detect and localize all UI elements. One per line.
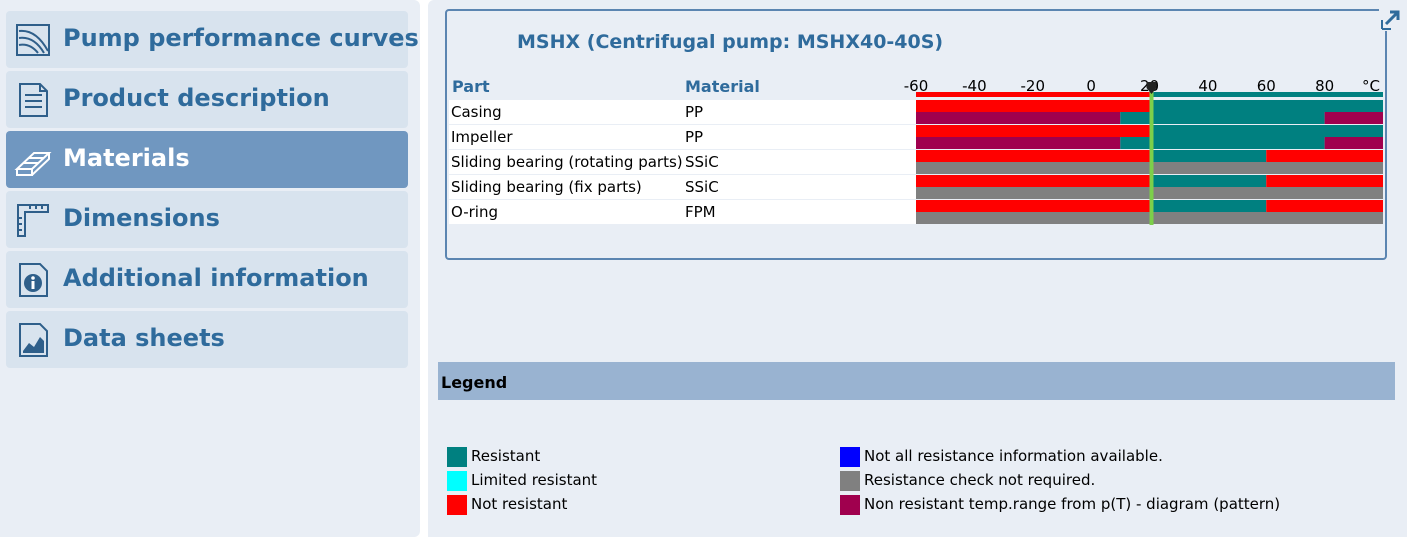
- bar-segment: [1149, 150, 1267, 162]
- tick-label: -20: [1021, 77, 1046, 95]
- material-cell: PP: [685, 103, 704, 121]
- temperature-marker-line: [1149, 92, 1154, 225]
- nav-item-dimensions[interactable]: Dimensions: [6, 191, 408, 248]
- curve-icon: [16, 24, 50, 56]
- material-cell: PP: [685, 128, 704, 146]
- header-bar: [916, 92, 1150, 97]
- expand-icon[interactable]: [1378, 8, 1402, 32]
- bar-segment: [1149, 125, 1383, 137]
- nav-label: Pump performance curves: [63, 24, 419, 52]
- bar-segment: [1266, 175, 1383, 187]
- sidebar: Pump performance curves Product descript…: [0, 0, 420, 537]
- tick-label: 60: [1257, 77, 1276, 95]
- table-row: [449, 150, 916, 174]
- table-row: [449, 100, 916, 124]
- materials-icon: [14, 152, 52, 176]
- legend-label: Non resistant temp.range from p(T) - dia…: [864, 495, 1281, 513]
- table-row: [449, 125, 916, 149]
- bar-segment: [1120, 112, 1150, 124]
- legend-swatch-not-all-info: [840, 447, 860, 467]
- nav-label: Data sheets: [63, 324, 225, 352]
- header-bar: [1149, 92, 1383, 97]
- nav-label: Dimensions: [63, 204, 220, 232]
- bar-segment: [1324, 112, 1383, 124]
- bar-segment: [1149, 112, 1325, 124]
- part-cell: Sliding bearing (fix parts): [451, 178, 642, 196]
- datasheet-icon: [19, 323, 48, 357]
- legend-swatch-pattern: [840, 495, 860, 515]
- info-icon: [19, 263, 48, 297]
- nav-label: Additional information: [63, 264, 369, 292]
- nav-item-materials[interactable]: Materials: [6, 131, 408, 188]
- bar-segment: [1149, 137, 1325, 149]
- ruler-icon: [17, 204, 49, 237]
- table-row: [449, 175, 916, 199]
- temperature-marker-icon: [1146, 82, 1157, 94]
- material-cell: SSiC: [685, 178, 719, 196]
- bar-segment: [916, 125, 1150, 137]
- legend-header: [438, 362, 1395, 400]
- bar-segment: [1266, 200, 1383, 212]
- column-header-part: Part: [452, 77, 490, 96]
- legend-label: Not resistant: [471, 495, 568, 513]
- bar-segment: [1149, 200, 1267, 212]
- nav-label: Product description: [63, 84, 330, 112]
- legend-swatch-resistant: [447, 447, 467, 467]
- legend-label: Resistant: [471, 447, 541, 465]
- tick-label: 40: [1198, 77, 1217, 95]
- bar-segment: [916, 150, 1150, 162]
- nav-label: Materials: [63, 144, 190, 172]
- tick-label: -60: [904, 77, 929, 95]
- tick-label: -40: [962, 77, 987, 95]
- legend-label: Not all resistance information available…: [864, 447, 1163, 465]
- part-cell: Impeller: [451, 128, 513, 146]
- bar-segment: [916, 200, 1150, 212]
- document-icon: [19, 83, 48, 117]
- bar-segment: [1149, 175, 1267, 187]
- material-cell: FPM: [685, 203, 716, 221]
- legend-label: Resistance check not required.: [864, 471, 1096, 489]
- page-title: MSHX (Centrifugal pump: MSHX40-40S): [517, 31, 944, 53]
- nav-item-data-sheets[interactable]: Data sheets: [6, 311, 408, 368]
- material-cell: SSiC: [685, 153, 719, 171]
- legend-swatch-not-resistant: [447, 495, 467, 515]
- bar-segment: [916, 175, 1150, 187]
- part-cell: Casing: [451, 103, 502, 121]
- bar-segment: [1266, 150, 1383, 162]
- bar-segment: [916, 100, 1150, 112]
- legend-swatch-not-required: [840, 471, 860, 491]
- unit-label: °C: [1362, 77, 1380, 95]
- nav-item-additional-information[interactable]: Additional information: [6, 251, 408, 308]
- bar-segment: [916, 112, 1121, 124]
- legend-label: Limited resistant: [471, 471, 598, 489]
- legend-title: Legend: [441, 373, 508, 392]
- part-cell: O-ring: [451, 203, 498, 221]
- part-cell: Sliding bearing (rotating parts): [451, 153, 683, 171]
- bar-segment: [1149, 100, 1383, 112]
- bar-segment: [1120, 137, 1150, 149]
- bar-segment: [1324, 137, 1383, 149]
- bar-segment: [916, 137, 1121, 149]
- tick-label: 80: [1315, 77, 1334, 95]
- column-header-material: Material: [685, 77, 760, 96]
- table-row: [449, 200, 916, 224]
- legend-swatch-limited: [447, 471, 467, 491]
- resistance-chart: -60-40-20020406080°C: [904, 77, 1383, 225]
- nav-item-pump-performance-curves[interactable]: Pump performance curves: [6, 11, 419, 68]
- tick-label: 0: [1086, 77, 1096, 95]
- nav-item-product-description[interactable]: Product description: [6, 71, 408, 128]
